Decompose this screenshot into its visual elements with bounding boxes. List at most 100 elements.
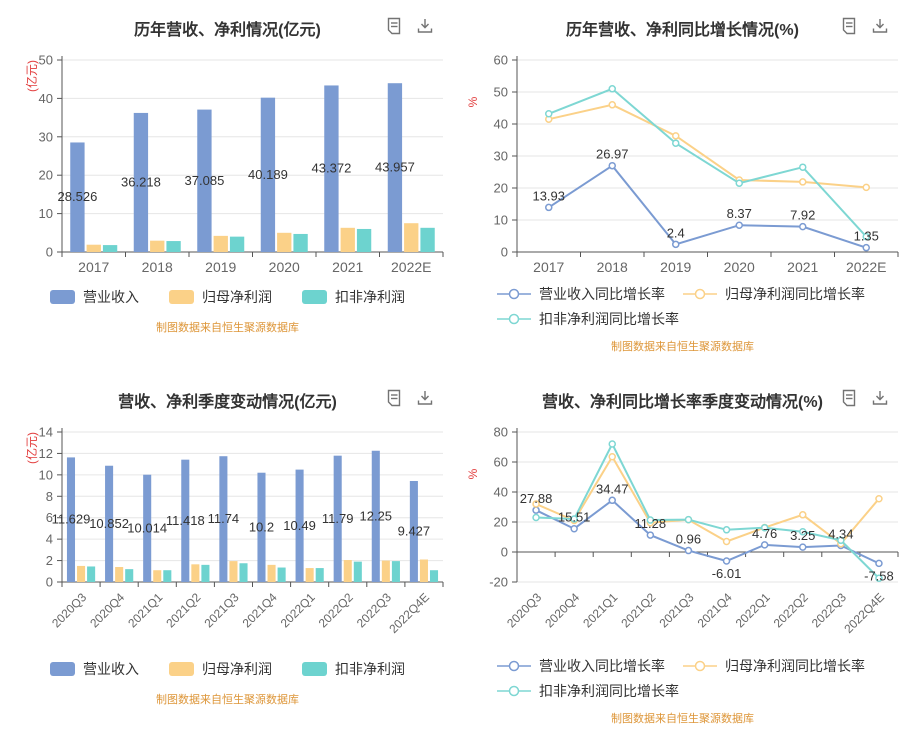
legend-label: 扣非净利润同比增长率 bbox=[539, 683, 679, 699]
svg-text:2019: 2019 bbox=[660, 259, 691, 275]
legend-item-归母净利润[interactable]: 归母净利润 bbox=[169, 659, 272, 679]
bar-series-2 bbox=[87, 561, 439, 582]
chart-canvas[interactable]: 024681012142020Q32020Q42021Q12021Q22021Q… bbox=[0, 424, 455, 652]
svg-text:3.25: 3.25 bbox=[790, 528, 815, 543]
legend-swatch bbox=[50, 290, 75, 304]
svg-text:40: 40 bbox=[39, 91, 53, 106]
axes: -20 0 20 40 60 80 bbox=[489, 425, 899, 590]
legend-item-归母净利润同比增长率[interactable]: 归母净利润同比增长率 bbox=[683, 284, 865, 304]
svg-text:15.51: 15.51 bbox=[558, 510, 591, 525]
chart-panel-quarterly-growth: 营收、净利同比增长率季度变动情况(%) -20 0 20 40 60 80 2020Q3 20… bbox=[455, 372, 910, 745]
legend-line-marker bbox=[683, 660, 717, 672]
svg-text:-6.01: -6.01 bbox=[712, 566, 742, 581]
series bbox=[70, 83, 435, 252]
svg-text:6: 6 bbox=[46, 510, 53, 525]
chart-legend: 营业收入 归母净利润 扣非净利润 bbox=[0, 656, 455, 682]
legend-item-营业收入同比增长率[interactable]: 营业收入同比增长率 bbox=[497, 656, 665, 676]
legend-label: 扣非净利润 bbox=[335, 661, 405, 677]
save-image-icon[interactable] bbox=[870, 16, 890, 36]
legend-item-归母净利润[interactable]: 归母净利润 bbox=[169, 287, 272, 307]
svg-text:36.218: 36.218 bbox=[121, 174, 161, 189]
series bbox=[545, 85, 870, 252]
data-view-icon[interactable] bbox=[840, 16, 858, 36]
svg-text:10.852: 10.852 bbox=[89, 516, 129, 531]
svg-text:26.97: 26.97 bbox=[596, 147, 629, 162]
svg-text:2: 2 bbox=[46, 553, 53, 568]
save-image-icon[interactable] bbox=[870, 388, 890, 408]
page-title: 营收、净利季度变动情况(亿元) bbox=[118, 394, 337, 411]
data-source-note: 制图数据来自恒生聚源数据库 bbox=[156, 322, 299, 334]
axes: 0 10 20 30 40 50 60 bbox=[494, 53, 899, 260]
legend-item-扣非净利润同比增长率[interactable]: 扣非净利润同比增长率 bbox=[497, 681, 679, 701]
legend-label: 扣非净利润 bbox=[335, 289, 405, 305]
svg-text:27.88: 27.88 bbox=[520, 491, 553, 506]
grid-lines bbox=[517, 431, 898, 583]
bar-series-0 bbox=[66, 450, 418, 582]
data-view-icon[interactable] bbox=[840, 388, 858, 408]
legend-swatch bbox=[169, 662, 194, 676]
legend-row: 营业收入同比增长率 归母净利润同比增长率 bbox=[497, 656, 865, 676]
save-image-icon[interactable] bbox=[415, 388, 435, 408]
data-view-icon[interactable] bbox=[385, 388, 403, 408]
svg-text:12: 12 bbox=[39, 446, 53, 461]
legend-swatch bbox=[302, 662, 327, 676]
svg-text:34.47: 34.47 bbox=[596, 481, 629, 496]
chart-canvas[interactable]: 0 10 20 30 40 50 2017 2018 2019 2020 2021 2022E (亿元)… bbox=[0, 52, 455, 280]
svg-text:2022Q2: 2022Q2 bbox=[316, 590, 356, 630]
bar-series-1 bbox=[86, 223, 419, 252]
svg-text:20: 20 bbox=[39, 168, 53, 183]
svg-text:-20: -20 bbox=[489, 575, 508, 590]
legend-item-扣非净利润同比增长率[interactable]: 扣非净利润同比增长率 bbox=[497, 309, 679, 329]
chart-legend: 营业收入同比增长率 归母净利润同比增长率扣非净利润同比增长率 bbox=[455, 284, 910, 329]
bar-series-0 bbox=[70, 83, 403, 252]
chart-canvas[interactable]: 0 10 20 30 40 50 60 2017 2018 2019 2020 2021 2022E% 1… bbox=[455, 52, 910, 280]
legend-item-营业收入[interactable]: 营业收入 bbox=[50, 287, 139, 307]
legend-item-扣非净利润[interactable]: 扣非净利润 bbox=[302, 287, 405, 307]
line-series-2 bbox=[532, 440, 883, 582]
legend-item-归母净利润同比增长率[interactable]: 归母净利润同比增长率 bbox=[683, 656, 865, 676]
legend-item-营业收入同比增长率[interactable]: 营业收入同比增长率 bbox=[497, 284, 665, 304]
svg-text:43.957: 43.957 bbox=[375, 160, 415, 175]
legend-line-marker bbox=[497, 288, 531, 300]
svg-text:4.34: 4.34 bbox=[828, 526, 853, 541]
svg-text:2021Q2: 2021Q2 bbox=[163, 590, 203, 630]
legend-line-marker bbox=[497, 660, 531, 672]
legend-line-marker bbox=[497, 685, 531, 697]
data-view-icon[interactable] bbox=[385, 16, 403, 36]
legend-item-营业收入[interactable]: 营业收入 bbox=[50, 659, 139, 679]
chart-header: 历年营收、净利情况(亿元) bbox=[0, 0, 455, 52]
svg-text:2017: 2017 bbox=[78, 259, 109, 275]
svg-text:0: 0 bbox=[46, 575, 53, 590]
chart-header: 营收、净利同比增长率季度变动情况(%) bbox=[455, 372, 910, 424]
legend-label: 归母净利润 bbox=[202, 661, 272, 677]
svg-text:%: % bbox=[466, 96, 480, 107]
labels: 2017 2018 2019 2020 2021 2022E% 13.93 26.97 2.4 8… bbox=[466, 96, 886, 275]
svg-text:60: 60 bbox=[494, 53, 508, 68]
chart-legend: 营业收入同比增长率 归母净利润同比增长率 扣非净利润同比增长率 bbox=[455, 656, 910, 701]
svg-text:11.28: 11.28 bbox=[635, 516, 667, 531]
svg-text:10: 10 bbox=[39, 206, 53, 221]
svg-text:8.37: 8.37 bbox=[727, 206, 752, 221]
svg-text:1.35: 1.35 bbox=[854, 229, 879, 244]
legend-label: 营业收入 bbox=[83, 661, 139, 677]
legend-row: 营业收入同比增长率 归母净利润同比增长率 bbox=[497, 284, 865, 304]
svg-text:2022E: 2022E bbox=[846, 259, 886, 275]
legend-item-扣非净利润[interactable]: 扣非净利润 bbox=[302, 659, 405, 679]
line-series-2 bbox=[545, 85, 870, 241]
labels: 2020Q32020Q42021Q12021Q22021Q32021Q42022… bbox=[24, 432, 432, 636]
svg-text:10: 10 bbox=[494, 213, 508, 228]
svg-text:40.189: 40.189 bbox=[248, 167, 288, 182]
labels: 2017 2018 2019 2020 2021 2022E (亿元) 28.526 36.21… bbox=[24, 60, 431, 275]
svg-text:10.49: 10.49 bbox=[283, 518, 316, 533]
data-source-note: 制图数据来自恒生聚源数据库 bbox=[156, 694, 299, 706]
svg-text:2021Q3: 2021Q3 bbox=[201, 590, 241, 630]
svg-text:2022Q4E: 2022Q4E bbox=[841, 590, 887, 636]
page-title: 历年营收、净利同比增长情况(%) bbox=[566, 22, 799, 39]
series bbox=[66, 450, 439, 582]
svg-text:60: 60 bbox=[494, 455, 508, 470]
legend-label: 归母净利润同比增长率 bbox=[725, 286, 865, 302]
svg-text:37.085: 37.085 bbox=[185, 173, 225, 188]
chart-canvas[interactable]: -200204060802020Q32020Q42021Q12021Q22021… bbox=[455, 424, 910, 652]
svg-text:10: 10 bbox=[39, 467, 53, 482]
save-image-icon[interactable] bbox=[415, 16, 435, 36]
